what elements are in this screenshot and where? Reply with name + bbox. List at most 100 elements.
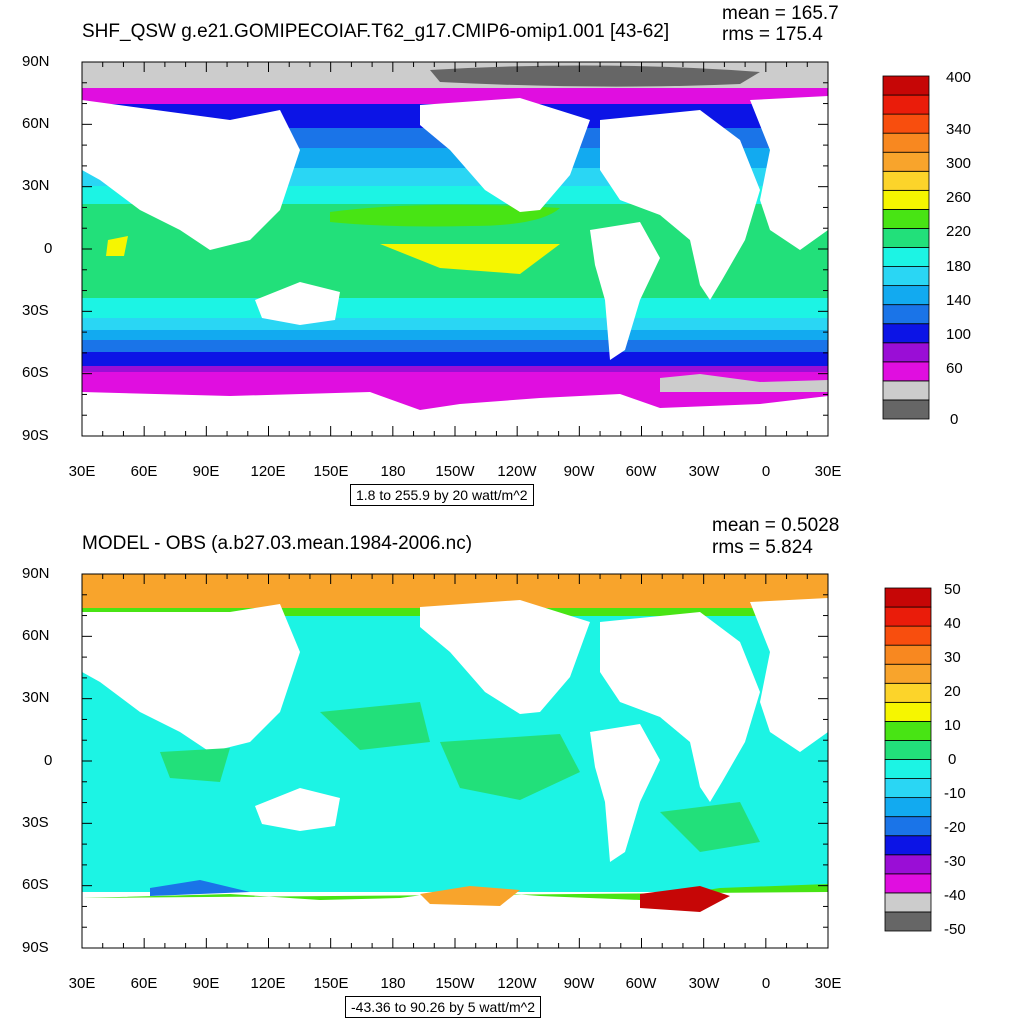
eurasia-land-east — [750, 96, 828, 250]
band — [82, 318, 828, 332]
colorbar-box — [884, 873, 932, 894]
asia-land — [82, 100, 300, 250]
x-tick-label: 150W — [435, 975, 475, 992]
colorbar-box — [882, 247, 930, 267]
band — [82, 372, 828, 392]
colorbar-box — [882, 399, 930, 420]
x-tick-label: 150E — [313, 463, 349, 480]
colorbar-tick-label: 0 — [950, 411, 959, 428]
colorbar-tick-label: 20 — [944, 683, 961, 700]
greenland-region — [430, 65, 760, 87]
colorbar-tick-label: -30 — [944, 853, 966, 870]
colorbar-box — [884, 911, 932, 932]
x-tick-label: 30E — [68, 463, 96, 480]
colorbar — [884, 587, 932, 932]
colorbar-tick-label: 50 — [944, 581, 961, 598]
x-tick-label: 180 — [380, 975, 406, 992]
x-tick-label: 120W — [497, 975, 537, 992]
x-tick-label: 30W — [688, 463, 720, 480]
x-tick-label: 0 — [761, 463, 771, 480]
colorbar-tick-label: 220 — [946, 223, 972, 240]
rms-label: rms = 5.824 — [712, 537, 813, 558]
y-tick-label: 30N — [22, 177, 50, 194]
colorbar-box — [882, 285, 930, 306]
x-tick-label: 150E — [313, 975, 349, 992]
eurasia-land-east — [750, 598, 828, 752]
band — [82, 330, 828, 342]
colorbar-tick-label: -20 — [944, 819, 966, 836]
y-tick-label: 0 — [44, 240, 53, 257]
y-tick-label: 90N — [22, 565, 50, 582]
colorbar-box — [884, 854, 932, 875]
band — [82, 88, 828, 108]
colorbar-box — [884, 759, 932, 779]
mean-label: mean = 0.5028 — [712, 515, 840, 536]
colorbar-tick-label: -40 — [944, 887, 966, 904]
x-tick-label: 120E — [250, 975, 286, 992]
y-tick-label: 60N — [22, 627, 50, 644]
north-america-land — [420, 600, 590, 714]
colorbar-box — [882, 361, 930, 382]
colorbar-box — [884, 625, 932, 646]
colorbar-box — [884, 740, 932, 760]
y-tick-label: 90S — [22, 427, 49, 444]
colorbar-tick-label: 180 — [946, 258, 972, 275]
colorbar-tick-label: 60 — [946, 360, 963, 377]
colorbar-box — [884, 797, 932, 818]
colorbar-box — [882, 323, 930, 344]
panel-model-minus-obs: MODEL - OBS (a.b27.03.mean.1984-2006.nc)… — [0, 512, 1024, 1024]
y-tick-label: 0 — [44, 752, 53, 769]
colorbar-boxes — [882, 75, 930, 420]
asia-land — [82, 604, 300, 752]
axes — [81, 573, 829, 949]
range-label: 1.8 to 255.9 by 20 watt/m^2 — [350, 484, 534, 506]
x-tick-label: 90E — [192, 975, 220, 992]
colorbar-tick-label: 10 — [944, 717, 961, 734]
colorbar-tick-label: 30 — [944, 649, 961, 666]
colorbar-box — [882, 170, 930, 191]
weddell-max — [640, 886, 730, 912]
colorbar-box — [882, 94, 930, 115]
colorbar-tick-label: 400 — [946, 69, 972, 86]
y-tick-label: 30S — [22, 814, 49, 831]
colorbar-tick-label: 300 — [946, 155, 972, 172]
colorbar-tick-label: 340 — [946, 121, 972, 138]
colorbar-box — [882, 75, 930, 96]
x-tick-label: 90W — [563, 975, 595, 992]
x-tick-label: 120E — [250, 463, 286, 480]
rms-label: rms = 175.4 — [722, 24, 823, 45]
range-label: -43.36 to 90.26 by 5 watt/m^2 — [345, 996, 542, 1018]
x-tick-label: 30E — [68, 975, 96, 992]
plot-title: MODEL - OBS (a.b27.03.mean.1984-2006.nc) — [82, 533, 473, 554]
colorbar-box — [884, 644, 932, 665]
south-america-land — [590, 724, 660, 862]
x-tick-label: 60W — [625, 463, 657, 480]
panel-shf-qsw: SHF_QSW g.e21.GOMIPECOIAF.T62_g17.CMIP6-… — [22, 3, 972, 506]
map-field — [82, 574, 828, 948]
map-field — [82, 62, 828, 436]
x-tick-label: 120W — [497, 463, 537, 480]
colorbar-box — [884, 720, 932, 741]
pacific-max — [380, 244, 560, 274]
colorbar-box — [884, 778, 932, 799]
y-tick-label: 60N — [22, 115, 50, 132]
colorbar-tick-label: 100 — [946, 326, 972, 343]
y-tick-label: 90S — [22, 939, 49, 956]
x-tick-label: 150W — [435, 463, 475, 480]
band — [82, 340, 828, 354]
colorbar-box — [882, 208, 930, 229]
colorbar-tick-label: 40 — [944, 615, 961, 632]
north-america-land — [420, 98, 590, 212]
x-tick-label: 30E — [814, 975, 842, 992]
x-tick-label: 60W — [625, 975, 657, 992]
colorbar — [882, 75, 930, 420]
x-tick-label: 90E — [192, 463, 220, 480]
x-tick-label: 30W — [688, 975, 720, 992]
colorbar-tick-label: -10 — [944, 785, 966, 802]
colorbar-box — [882, 151, 930, 172]
band — [82, 352, 828, 368]
colorbar-tick-label: 140 — [946, 292, 972, 309]
y-tick-label: 30S — [22, 302, 49, 319]
map-plot — [81, 61, 829, 437]
mean-label: mean = 165.7 — [722, 3, 839, 24]
